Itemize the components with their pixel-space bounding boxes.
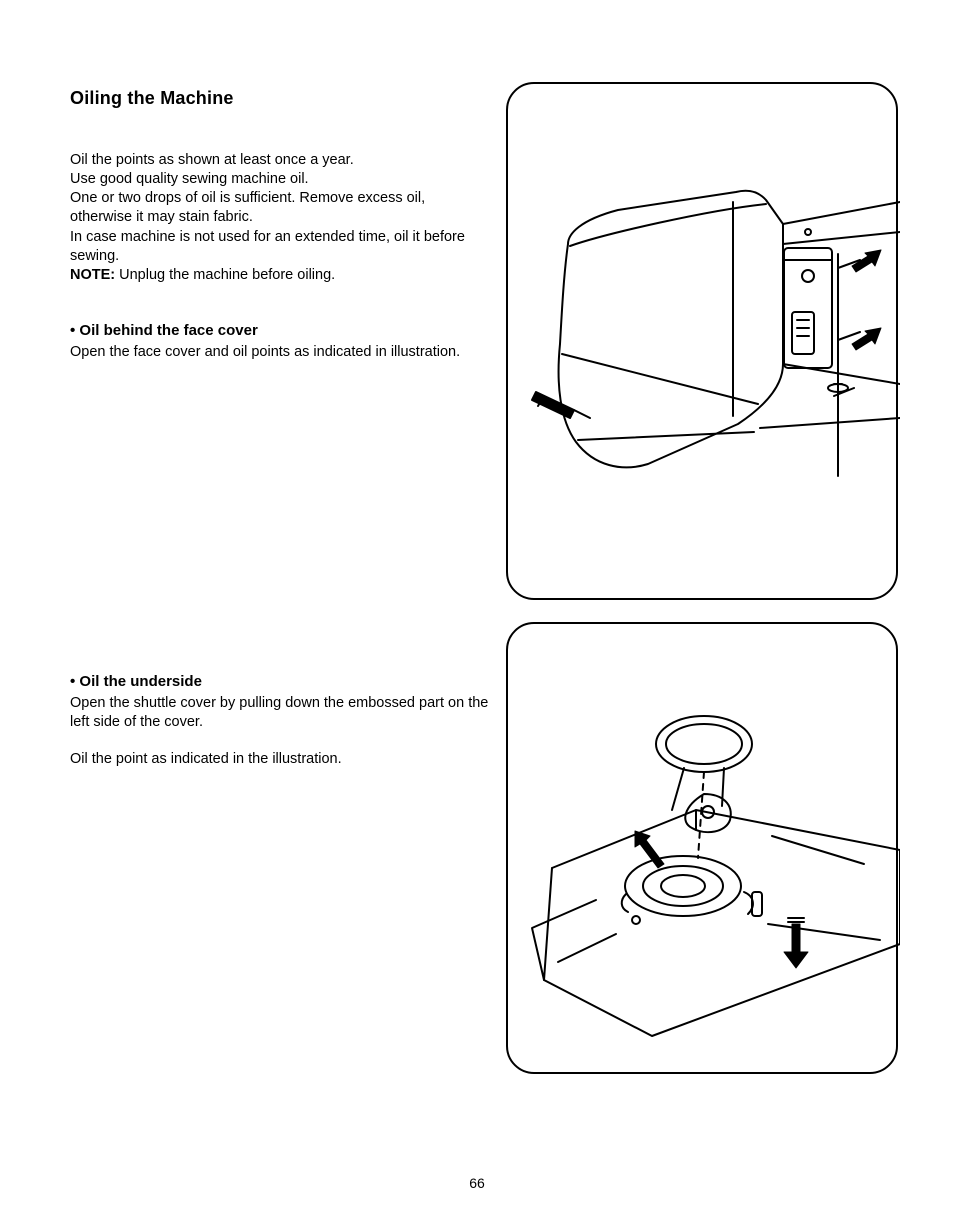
section2-heading-text: Oil the underside [79,673,202,690]
intro-line: In case machine is not used for an exten… [70,228,490,266]
section1-heading: • Oil behind the face cover [70,321,490,341]
section2-heading: • Oil the underside [70,672,490,692]
section2-body2: Oil the point as indicated in the illust… [70,750,490,769]
intro-line: Oil the points as shown at least once a … [70,151,490,170]
section1-body: Open the face cover and oil points as in… [70,343,490,362]
bullet-icon: • [70,673,79,690]
intro-note: NOTE: Unplug the machine before oiling. [70,266,490,285]
intro-line: Use good quality sewing machine oil. [70,170,490,189]
section1-heading-text: Oil behind the face cover [79,322,257,339]
figure-face-cover [506,82,898,600]
intro-text: Oil the points as shown at least once a … [70,151,490,769]
section2-body1: Open the shuttle cover by pulling down t… [70,694,490,732]
intro-line: One or two drops of oil is sufficient. R… [70,189,490,227]
figure-underside [506,622,898,1074]
underside-illustration [508,624,900,1076]
note-body: Unplug the machine before oiling. [115,267,335,283]
page-number: 66 [0,1175,954,1191]
face-cover-illustration [508,84,900,602]
bullet-icon: • [70,322,79,339]
note-label: NOTE: [70,267,115,283]
